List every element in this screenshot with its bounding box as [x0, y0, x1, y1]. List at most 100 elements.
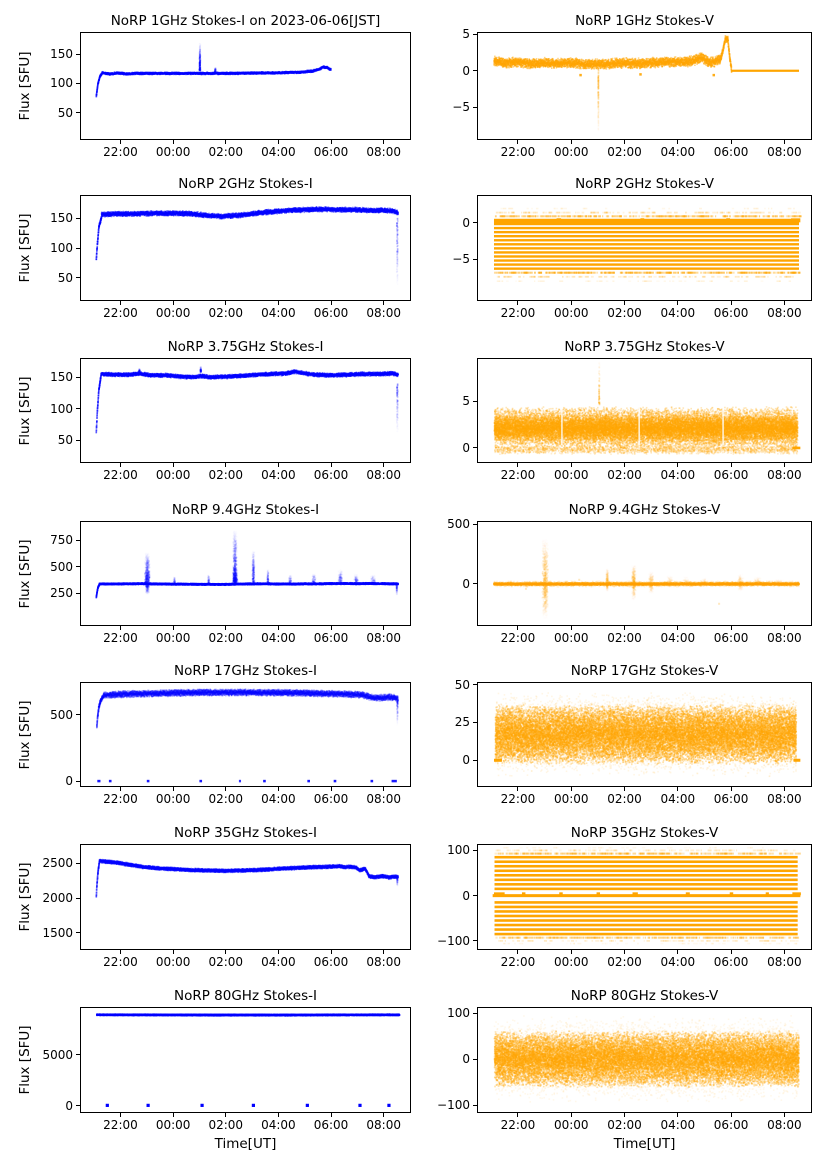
x-tick-label: 08:00: [767, 306, 802, 320]
data-points-canvas: [478, 522, 811, 625]
x-tick-label: 06:00: [313, 1118, 349, 1132]
x-tick-mark: [570, 626, 572, 630]
x-tick-mark: [225, 787, 227, 791]
x-tick-mark: [225, 301, 227, 305]
x-tick-label: 06:00: [313, 306, 349, 320]
x-tick-mark: [730, 463, 732, 467]
y-tick-label: 0: [462, 1052, 470, 1067]
y-tick-label: 50: [57, 270, 73, 285]
x-tick-mark: [517, 950, 519, 954]
y-tick-label: 0: [65, 1098, 73, 1113]
data-points-canvas: [478, 845, 811, 949]
y-tick-mark: [473, 1104, 477, 1106]
x-tick-label: 22:00: [103, 306, 138, 320]
y-tick-label: 0: [462, 576, 470, 591]
y-tick-label: 2500: [42, 856, 73, 871]
plot-title: NoRP 35GHz Stokes-I: [174, 825, 317, 841]
y-tick-mark: [473, 583, 477, 585]
x-tick-label: 22:00: [103, 145, 138, 159]
x-tick-mark: [119, 950, 121, 954]
x-tick-label: 06:00: [713, 792, 749, 806]
x-tick-label: 22:00: [500, 631, 536, 645]
y-tick-mark: [76, 539, 80, 541]
x-tick-mark: [730, 1113, 732, 1117]
x-tick-label: 22:00: [103, 792, 138, 806]
y-tick-mark: [473, 400, 477, 402]
y-tick-label: 0: [65, 774, 73, 789]
x-tick-label: 00:00: [155, 468, 191, 482]
x-tick-label: 02:00: [208, 468, 244, 482]
x-tick-label: 08:00: [767, 955, 802, 969]
x-tick-mark: [383, 463, 385, 467]
y-tick-mark: [473, 70, 477, 72]
plot-area: [477, 682, 812, 787]
x-tick-label: 08:00: [366, 792, 401, 806]
x-tick-label: 00:00: [553, 955, 589, 969]
plot-title: NoRP 3.75GHz Stokes-V: [564, 339, 725, 355]
x-tick-mark: [677, 950, 679, 954]
y-axis-label: Flux [SFU]: [17, 375, 33, 446]
x-tick-mark: [783, 626, 785, 630]
x-tick-mark: [330, 626, 332, 630]
y-tick-label: 500: [447, 517, 470, 532]
x-tick-label: 04:00: [261, 468, 296, 482]
plot-title: NoRP 2GHz Stokes-I: [178, 176, 313, 192]
x-tick-mark: [517, 301, 519, 305]
x-tick-mark: [277, 1113, 279, 1117]
x-tick-mark: [624, 1113, 626, 1117]
data-points-canvas: [81, 522, 410, 625]
x-tick-label: 00:00: [155, 631, 191, 645]
y-tick-label: 150: [50, 47, 73, 62]
y-tick-mark: [473, 895, 477, 897]
x-tick-label: 04:00: [660, 306, 696, 320]
data-points-canvas: [478, 196, 811, 300]
y-tick-label: 0: [462, 888, 470, 903]
x-tick-label: 02:00: [607, 145, 642, 159]
x-tick-mark: [383, 950, 385, 954]
x-tick-label: 00:00: [553, 631, 589, 645]
y-tick-label: 150: [50, 370, 73, 385]
x-tick-mark: [783, 1113, 785, 1117]
x-tick-mark: [225, 140, 227, 144]
x-tick-label: 02:00: [208, 631, 244, 645]
x-tick-label: 00:00: [553, 792, 589, 806]
x-tick-mark: [677, 140, 679, 144]
plot-area: [80, 195, 411, 301]
x-tick-mark: [783, 140, 785, 144]
y-tick-label: 2000: [42, 891, 73, 906]
x-tick-mark: [517, 1113, 519, 1117]
x-tick-mark: [330, 140, 332, 144]
y-tick-mark: [76, 112, 80, 114]
x-tick-label: 06:00: [713, 145, 749, 159]
y-tick-mark: [76, 897, 80, 899]
x-tick-label: 22:00: [500, 145, 536, 159]
x-tick-mark: [677, 787, 679, 791]
x-tick-label: 22:00: [103, 631, 138, 645]
x-tick-mark: [517, 140, 519, 144]
x-tick-mark: [783, 463, 785, 467]
y-axis-label: Flux [SFU]: [17, 1025, 33, 1095]
x-tick-label: 22:00: [500, 306, 536, 320]
y-axis-label: Flux [SFU]: [17, 51, 33, 121]
x-tick-label: 06:00: [713, 631, 749, 645]
y-tick-mark: [473, 222, 477, 224]
x-tick-mark: [624, 463, 626, 467]
plot-title: NoRP 2GHz Stokes-V: [575, 176, 714, 192]
x-tick-label: 02:00: [607, 792, 642, 806]
x-tick-label: 00:00: [553, 145, 589, 159]
x-tick-mark: [624, 301, 626, 305]
x-tick-mark: [172, 301, 174, 305]
data-points-canvas: [81, 359, 410, 462]
plot-area: [80, 32, 411, 140]
y-tick-label: 750: [50, 533, 73, 548]
x-tick-label: 02:00: [208, 955, 244, 969]
x-tick-mark: [277, 463, 279, 467]
plot-area: [477, 358, 812, 463]
x-tick-label: 02:00: [208, 306, 244, 320]
x-tick-label: 08:00: [366, 631, 401, 645]
y-axis-label: Flux [SFU]: [17, 213, 33, 283]
x-tick-label: 08:00: [767, 792, 802, 806]
plot-title: NoRP 17GHz Stokes-V: [570, 663, 719, 679]
data-points-canvas: [81, 845, 410, 949]
x-tick-mark: [624, 140, 626, 144]
